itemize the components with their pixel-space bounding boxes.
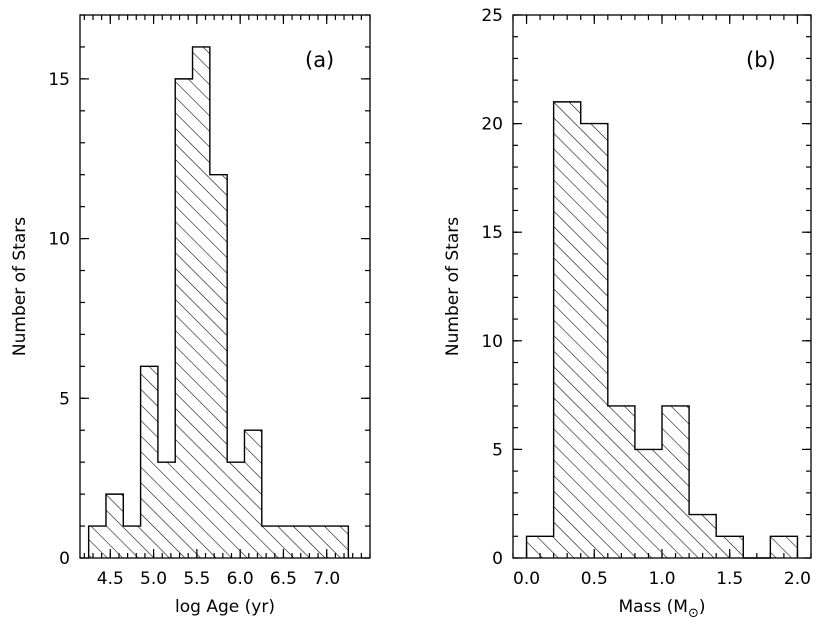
histogram-bar-age-1 xyxy=(105,494,124,558)
y-tick-label: 5 xyxy=(59,389,70,409)
histogram-bar-mass-4 xyxy=(634,449,662,558)
x-axis-label-mass-text: Mass (M xyxy=(618,597,688,617)
histogram-bar-mass-2 xyxy=(580,123,608,558)
histogram-bar-mass-0 xyxy=(526,536,554,558)
histogram-panel-age: 4.5 5.0 5.5 6.0 6.5 7.0 0 5 10 15 (a) log Age (yr… xyxy=(10,14,371,617)
x-tick-label: 7.0 xyxy=(313,569,340,589)
x-tick-label: 2.0 xyxy=(784,569,811,589)
x-tick-label: 1.0 xyxy=(648,569,675,589)
histogram-bar-age-5 xyxy=(175,78,193,558)
x-axis-label-mass-close: ) xyxy=(699,597,706,617)
y-tick-label: 25 xyxy=(481,6,503,26)
histogram-bar-age-0 xyxy=(88,526,106,558)
histogram-bar-age-6 xyxy=(192,46,210,559)
histogram-bar-mass-5 xyxy=(662,405,690,558)
y-tick-label: 0 xyxy=(59,549,70,569)
x-tick-label: 4.5 xyxy=(97,569,124,589)
histogram-bar-age-9 xyxy=(244,430,262,558)
histogram-bar-age-8 xyxy=(227,462,245,558)
y-tick-label: 0 xyxy=(492,549,503,569)
solar-symbol: ⊙ xyxy=(688,606,699,621)
x-axis-label-mass: Mass (M⊙) xyxy=(618,597,705,621)
x-tick-label: 6.5 xyxy=(270,569,297,589)
x-tick-label: 5.5 xyxy=(183,569,210,589)
histogram-bar-mass-9 xyxy=(770,536,798,558)
x-tick-label: 5.0 xyxy=(140,569,167,589)
y-tick-label: 10 xyxy=(48,230,70,250)
histogram-bar-mass-6 xyxy=(689,514,717,558)
y-tick-label: 10 xyxy=(481,332,503,352)
y-tick-label: 5 xyxy=(492,440,503,460)
histogram-bar-age-7 xyxy=(209,174,228,559)
histogram-bar-age-12 xyxy=(296,526,314,558)
x-tick-label: 6.0 xyxy=(227,569,254,589)
panel-label-a: (a) xyxy=(305,48,334,72)
mass-axis-ticks: 0.0 0.5 1.0 1.5 2.0 0 5 10 15 20 25 xyxy=(481,6,812,589)
y-axis-label-mass: Number of Stars xyxy=(443,217,463,356)
y-tick-label: 15 xyxy=(48,70,70,90)
x-axis-label-age: log Age (yr) xyxy=(175,597,275,617)
x-tick-label: 0.5 xyxy=(581,569,608,589)
y-axis-label-age: Number of Stars xyxy=(10,217,30,356)
histogram-bar-mass-3 xyxy=(607,405,635,558)
histogram-outline-age xyxy=(87,46,350,558)
histogram-bar-age-14 xyxy=(331,526,349,558)
mass-plot-frame xyxy=(512,14,812,559)
histogram-bar-mass-7 xyxy=(716,536,744,558)
x-tick-label: 0.0 xyxy=(513,569,540,589)
histogram-bar-mass-1 xyxy=(553,101,581,558)
histogram-bar-age-4 xyxy=(157,462,176,558)
mass-histogram-bars xyxy=(525,101,799,559)
histogram-bar-age-13 xyxy=(313,526,332,558)
y-tick-label: 20 xyxy=(481,115,503,135)
x-tick-label: 1.5 xyxy=(716,569,743,589)
age-histogram-bars xyxy=(87,46,350,559)
histogram-bar-age-3 xyxy=(140,366,158,558)
panel-label-b: (b) xyxy=(746,48,776,72)
histogram-bar-age-11 xyxy=(279,526,297,558)
y-tick-label: 15 xyxy=(481,223,503,243)
histogram-bar-age-2 xyxy=(123,526,141,558)
age-plot-frame xyxy=(79,14,371,559)
histogram-bar-age-10 xyxy=(261,526,280,558)
